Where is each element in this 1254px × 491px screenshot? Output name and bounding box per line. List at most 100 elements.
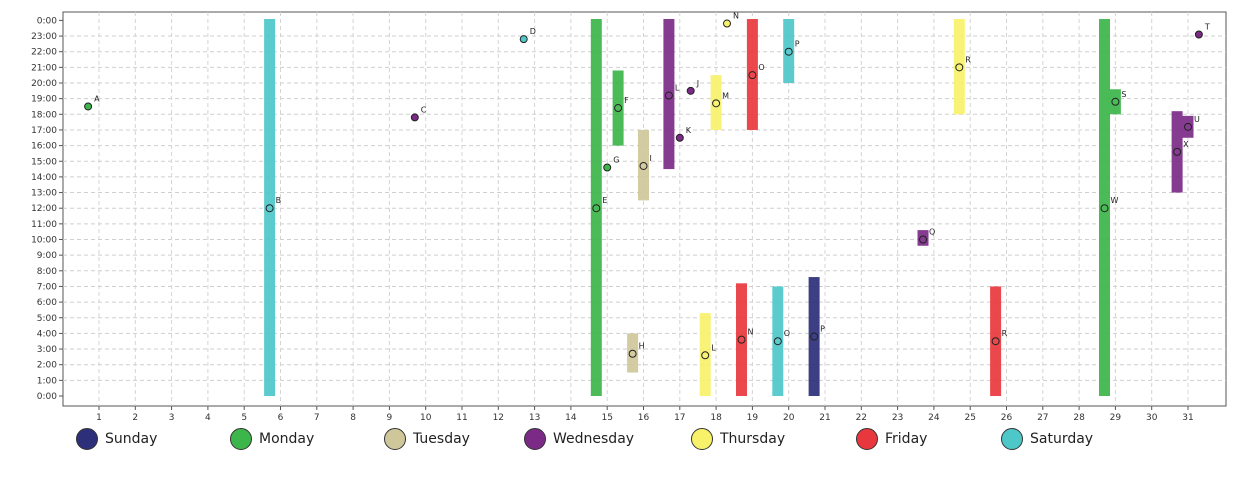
legend-label: Tuesday (413, 431, 470, 447)
x-tick-label: 4 (205, 413, 211, 423)
bar-point-x (1173, 147, 1182, 156)
bar-point-f (614, 104, 623, 113)
range-bar-q (917, 230, 929, 246)
point-label-a: A (94, 94, 100, 103)
legend-swatch (1001, 428, 1023, 450)
x-tick-label: 23 (892, 413, 903, 423)
y-tick-label: 9:00 (37, 251, 57, 261)
legend-item-monday: Monday (230, 428, 314, 450)
bar-point-q (919, 235, 928, 244)
bar-point-i (639, 161, 648, 170)
range-bar-w (1099, 19, 1111, 396)
range-bar-o (772, 286, 784, 396)
legend-swatch (76, 428, 98, 450)
range-bar-e (590, 19, 602, 396)
point-c (410, 113, 419, 122)
y-tick-label: 16:00 (31, 142, 57, 152)
x-tick-label: 29 (1110, 413, 1122, 423)
bar-point-w (1100, 204, 1109, 213)
bar-point-p (810, 332, 819, 341)
x-tick-label: 19 (747, 413, 759, 423)
range-bar-l (663, 19, 675, 170)
x-tick-label: 3 (169, 413, 175, 423)
x-tick-label: 2 (132, 413, 138, 423)
y-tick-label: 13:00 (31, 189, 57, 199)
point-d (519, 35, 528, 44)
point-j (686, 86, 695, 95)
point-label-c: C (421, 105, 427, 114)
legend-label: Thursday (720, 431, 786, 447)
legend-item-saturday: Saturday (1001, 428, 1093, 450)
range-bar-u (1182, 115, 1194, 138)
range-bar-b (264, 19, 276, 396)
range-bar-r (990, 286, 1002, 396)
bar-label-m: M (722, 91, 729, 100)
bar-label-q: Q (929, 228, 935, 237)
y-tick-label: 5:00 (37, 314, 57, 324)
y-tick-label: 22:00 (31, 48, 57, 58)
bar-point-r (955, 63, 964, 72)
x-tick-label: 24 (928, 413, 940, 423)
point-label-d: D (530, 27, 536, 36)
bar-label-s: S (1121, 90, 1126, 99)
point-n (722, 19, 731, 28)
points: A C D G K J N T (84, 12, 1210, 172)
bar-label-b: B (276, 196, 282, 205)
legend-item-sunday: Sunday (76, 428, 157, 450)
bar-label-o: O (784, 329, 790, 338)
x-tick-label: 28 (1073, 413, 1085, 423)
bar-label-e: E (602, 196, 607, 205)
y-tick-label: 0:00 (37, 392, 57, 402)
legend-label: Sunday (105, 431, 158, 447)
y-tick-label: 17:00 (31, 126, 57, 136)
bar-point-o (748, 71, 757, 80)
x-tick-label: 27 (1037, 413, 1048, 423)
legend-swatch (856, 428, 878, 450)
legend-item-thursday: Thursday (691, 428, 785, 450)
x-tick-label: 15 (601, 413, 612, 423)
bar-label-p: P (795, 40, 800, 49)
y-tick-label: 23:00 (31, 32, 57, 42)
point-label-k: K (686, 126, 692, 135)
legend-item-tuesday: Tuesday (384, 428, 470, 450)
bar-point-m (712, 99, 721, 108)
bar-point-o (773, 337, 782, 346)
x-tick-label: 12 (493, 413, 504, 423)
point-label-t: T (1204, 22, 1210, 31)
x-tick-label: 11 (456, 413, 467, 423)
bar-point-b (265, 204, 274, 213)
bar-point-l (664, 91, 673, 100)
y-tick-label: 1:00 (37, 376, 57, 386)
bar-label-f: F (624, 96, 629, 105)
x-tick-label: 25 (964, 413, 975, 423)
legend-label: Monday (259, 431, 315, 447)
bar-point-r (991, 337, 1000, 346)
bar-point-p (784, 47, 793, 56)
x-tick-label: 20 (783, 413, 795, 423)
x-tick-label: 8 (350, 413, 356, 423)
bar-label-r: R (1002, 329, 1008, 338)
bar-label-u: U (1194, 115, 1200, 124)
x-tick-label: 13 (529, 413, 540, 423)
bar-label-p: P (820, 325, 825, 334)
range-bar-i (638, 129, 649, 201)
y-tick-label: 3:00 (37, 345, 57, 355)
point-label-j: J (696, 79, 699, 88)
bar-point-s (1111, 97, 1120, 106)
y-tick-label: 0:00 (37, 16, 57, 26)
y-tick-label: 4:00 (37, 329, 57, 339)
legend: Sunday Monday Tuesday Wednesday Thursday Frid… (76, 428, 1176, 456)
bar-label-h: H (639, 342, 645, 351)
legend-swatch (384, 428, 406, 450)
bar-point-e (592, 204, 601, 213)
x-tick-label: 31 (1182, 413, 1193, 423)
y-tick-label: 8:00 (37, 267, 57, 277)
x-tick-label: 10 (420, 413, 432, 423)
legend-item-wednesday: Wednesday (524, 428, 634, 450)
range-bar-p (783, 19, 795, 83)
bar-point-n (737, 335, 746, 344)
range-bar-o (746, 19, 758, 130)
y-tick-label: 2:00 (37, 361, 57, 371)
x-tick-label: 6 (278, 413, 284, 423)
bar-point-u (1184, 122, 1192, 131)
